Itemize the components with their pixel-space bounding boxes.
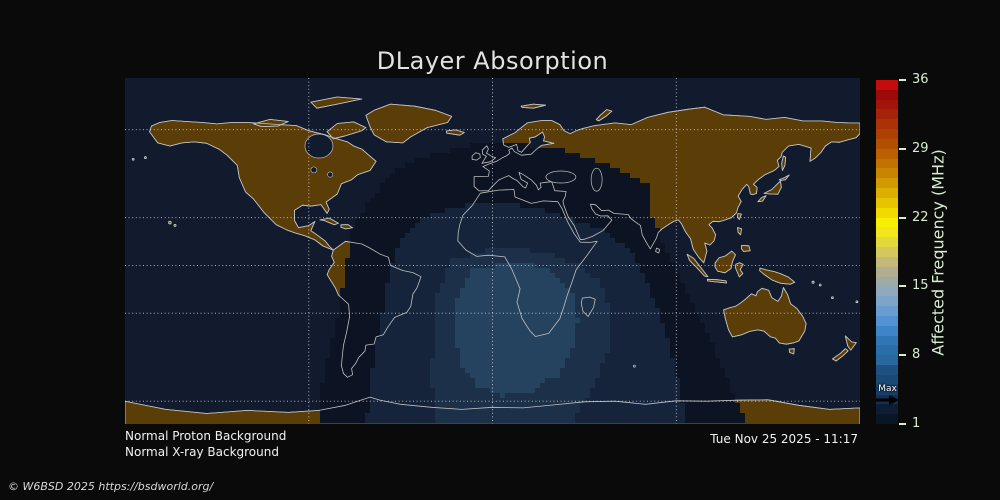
- colorbar-band: [876, 237, 898, 248]
- colorbar-band: [876, 119, 898, 130]
- copyright-notice: © W6BSD 2025 https://bsdworld.org/: [8, 480, 214, 493]
- colorbar-band: [876, 286, 898, 297]
- colorbar-band: [876, 217, 898, 228]
- colorbar-band: [876, 188, 898, 198]
- graticule: [125, 78, 860, 424]
- status-xray-background: Normal X-ray Background: [125, 445, 279, 459]
- colorbar-band: [876, 266, 898, 277]
- max-arrow-icon: [876, 395, 899, 405]
- colorbar-band: [876, 148, 898, 159]
- colorbar-band: [876, 129, 898, 139]
- colorbar-axis-label: Affected Frequency (MHz): [928, 148, 948, 356]
- colorbar-band: [876, 207, 898, 218]
- hudson-bay: [304, 133, 334, 159]
- colorbar-band: [876, 335, 898, 346]
- colorbar-tick-mark: [899, 285, 906, 288]
- colorbar-band: [876, 325, 898, 336]
- colorbar-band: [876, 306, 898, 316]
- colorbar-tick-mark: [899, 354, 906, 357]
- colorbar-band: [876, 404, 898, 415]
- caspian-sea: [590, 167, 603, 192]
- colorbar-band: [876, 138, 898, 149]
- great-lakes-west: [310, 166, 318, 174]
- colorbar-band: [876, 365, 898, 375]
- colorbar-tick-mark: [899, 423, 906, 425]
- colorbar-band: [876, 178, 898, 189]
- colorbar: [876, 80, 898, 424]
- world-map-svg: [125, 78, 860, 424]
- colorbar-band: [876, 89, 898, 100]
- colorbar-band: [876, 168, 898, 179]
- colorbar-tick-mark: [899, 216, 906, 219]
- colorbar-band: [876, 197, 898, 208]
- status-lines: Normal Proton Background Normal X-ray Ba…: [125, 428, 286, 460]
- world-map: [125, 78, 860, 424]
- colorbar-band: [876, 256, 898, 267]
- colorbar-band: [876, 355, 898, 366]
- colorbar-band: [876, 296, 898, 307]
- colorbar-axis-label-wrap: Affected Frequency (MHz): [916, 80, 960, 424]
- great-lakes-east: [327, 171, 334, 178]
- status-proton-background: Normal Proton Background: [125, 429, 287, 443]
- colorbar-band: [876, 227, 898, 238]
- colorbar-band: [876, 109, 898, 120]
- colorbar-band: [876, 374, 898, 385]
- page-title: DLayer Absorption: [376, 47, 609, 75]
- colorbar-band: [876, 414, 898, 424]
- colorbar-band: [876, 384, 898, 395]
- colorbar-band: [876, 276, 898, 287]
- colorbar-tick-mark: [899, 147, 906, 150]
- colorbar-tick-mark: [899, 79, 906, 81]
- colorbar-band: [876, 315, 898, 326]
- black-sea: [545, 170, 577, 184]
- colorbar-band: [876, 158, 898, 169]
- colorbar-band: [876, 247, 898, 257]
- absorption-zone-4: [455, 263, 580, 398]
- colorbar-band: [876, 80, 898, 90]
- inland-seas: [304, 133, 603, 192]
- colorbar-band: [876, 345, 898, 356]
- colorbar-band: [876, 99, 898, 110]
- timestamp: Tue Nov 25 2025 - 11:17: [710, 432, 858, 446]
- max-marker-label: Max: [878, 384, 897, 394]
